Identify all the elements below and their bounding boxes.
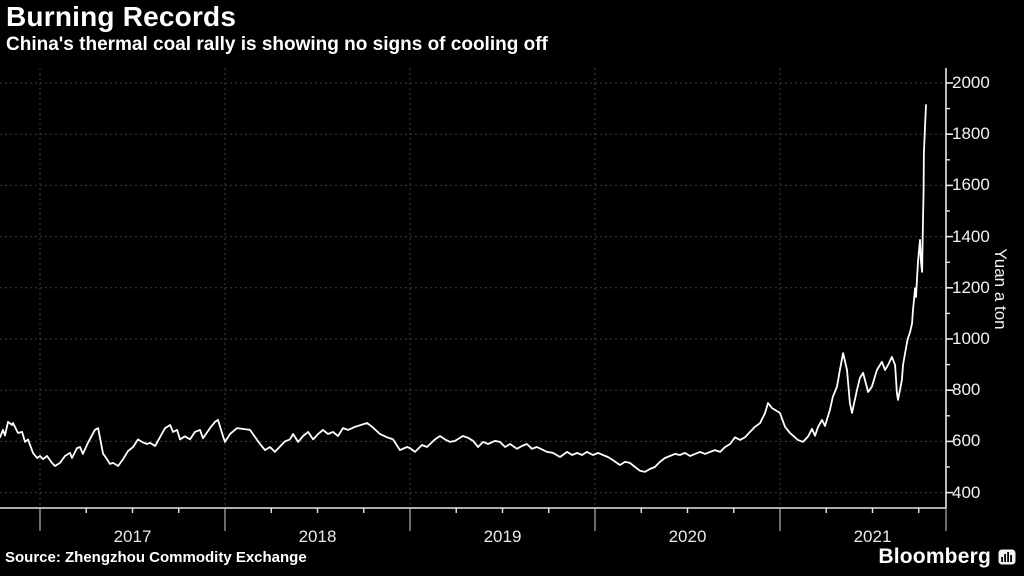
y-tick-label: 400 [952,482,981,502]
bloomberg-chart-icon [998,549,1016,565]
price-line [0,104,927,473]
y-tick-label: 1000 [952,329,990,348]
y-tick-label: 1400 [952,226,990,246]
x-tick-label: 2020 [668,527,707,546]
y-axis [945,68,953,508]
vertical-gridlines [39,68,781,508]
brand-logo: Bloomberg [878,545,1016,569]
y-tick-label: 800 [952,380,981,400]
x-tick-label: 2017 [113,527,152,546]
y-tick-label: 1600 [952,175,990,195]
y-tick-label: 1800 [952,124,990,144]
y-axis-title: Yuan a ton [991,248,1010,330]
x-axis [0,507,947,531]
brand-name: Bloomberg [878,545,991,568]
chart-title: Burning Records [6,1,237,32]
y-tick-label: 600 [952,431,981,451]
x-tick-label: 2018 [298,527,337,546]
horizontal-gridlines [0,82,946,494]
x-tick-label: 2019 [483,527,522,546]
y-tick-label: 1200 [952,277,990,297]
x-tick-label: 2021 [853,527,892,546]
source-note: Source: Zhengzhou Commodity Exchange [5,549,307,566]
chart-subtitle: China's thermal coal rally is showing no… [6,34,548,55]
y-tick-label: 2000 [952,73,990,92]
